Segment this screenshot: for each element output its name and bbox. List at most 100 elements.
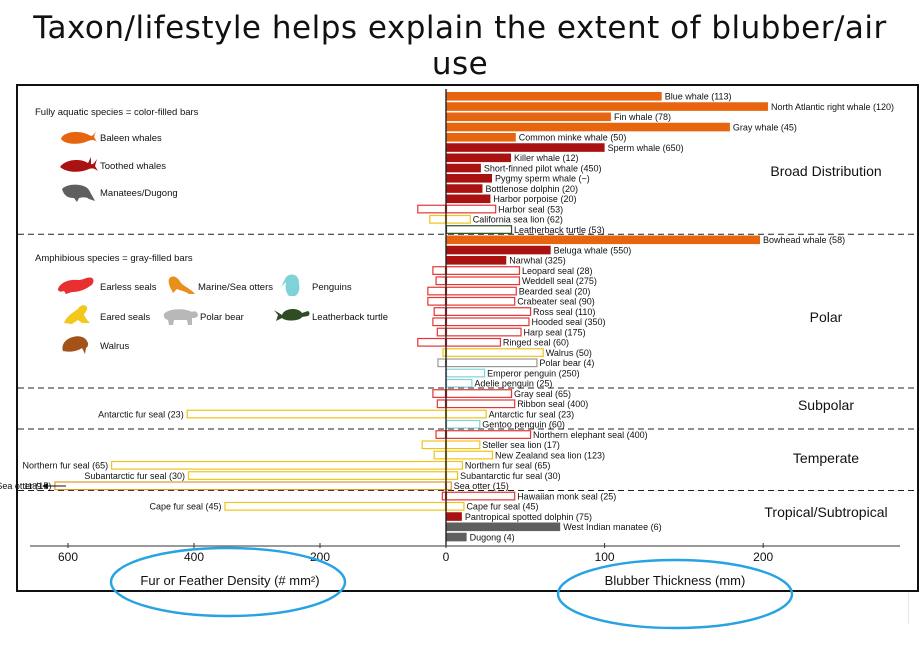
bar-label: Hawaiian monk seal (25)	[517, 491, 616, 501]
bar-label: Gray seal (65)	[514, 389, 571, 399]
bar-label: Northern fur seal (65)	[465, 461, 551, 471]
blubber-bar	[445, 348, 544, 357]
bar-label: Pygmy sperm whale (~)	[495, 174, 590, 184]
blubber-bar	[445, 214, 471, 224]
blubber-bar	[445, 491, 516, 501]
blubber-bar	[445, 296, 516, 306]
blubber-bar	[445, 440, 481, 450]
blubber-bar	[445, 368, 486, 378]
fur-bar	[441, 491, 447, 501]
blubber-bar	[446, 184, 483, 193]
fur-bar	[435, 276, 447, 286]
legend-label: Marine/Sea otters	[198, 282, 273, 293]
slide-title: Taxon/lifestyle helps explain the extent…	[33, 10, 887, 82]
blubber-bar	[445, 327, 522, 337]
bar-label: New Zealand sea lion (123)	[495, 450, 605, 460]
blubber-bar	[446, 143, 605, 152]
left-axis-highlight	[109, 546, 347, 618]
fur-bar	[435, 430, 447, 439]
blubber-bar	[445, 419, 481, 429]
fur-bar-label: Cape fur seal (45)	[149, 502, 221, 512]
left-tick-label: 0	[443, 550, 450, 564]
blubber-bar	[445, 501, 465, 511]
blubber-bar	[445, 450, 494, 460]
fur-bar	[442, 348, 447, 357]
legend-label: Polar bear	[200, 312, 244, 323]
fur-bar	[432, 317, 447, 327]
blubber-bar	[446, 512, 462, 521]
group-label: Broad Distribution	[770, 163, 881, 179]
blubber-bar	[445, 266, 521, 275]
blubber-bar	[446, 163, 481, 173]
bar-label: Steller sea lion (17)	[482, 440, 560, 450]
legend-label: Leatherback turtle	[312, 312, 388, 323]
blubber-bar	[446, 133, 516, 142]
legend-amphibious-header: Amphibious species = gray-filled bars	[35, 253, 193, 264]
bar-label: West Indian manatee (6)	[563, 522, 661, 532]
bar-label: Dugong (4)	[470, 532, 515, 542]
fur-bar	[433, 307, 447, 316]
fur-bar	[427, 296, 447, 306]
fur-bar-label: Sea otter (15)	[0, 481, 51, 491]
walrus-icon	[62, 336, 89, 354]
fur-bar	[429, 214, 447, 224]
polar-bear-icon	[163, 309, 198, 325]
fur-bar	[432, 266, 447, 275]
right-tick-label: 100	[595, 550, 615, 564]
eared-seal-icon	[64, 305, 90, 324]
blubber-bar	[446, 112, 611, 122]
bar-label: Sea otter (15)	[454, 481, 509, 491]
blubber-bar	[446, 532, 467, 542]
blubber-bar	[446, 122, 730, 132]
bar-label: Killer whale (12)	[514, 153, 579, 163]
bar-label: Narwhal (325)	[509, 256, 566, 266]
blubber-bar	[445, 225, 513, 234]
blubber-bar	[445, 286, 517, 296]
blubber-bar	[446, 256, 507, 265]
bar-label: Beluga whale (550)	[554, 245, 632, 255]
bar-label: Blue whale (113)	[665, 92, 732, 102]
fur-bar	[432, 389, 447, 398]
bar-label: Harbor porpoise (20)	[493, 194, 576, 204]
annotation-arrow-head	[42, 483, 48, 489]
fur-bar	[186, 409, 447, 419]
bar-label: Gray whale (45)	[733, 122, 797, 132]
group-label: Subpolar	[798, 397, 854, 413]
left-axis-title: Fur or Feather Density (# mm²)	[140, 573, 319, 588]
blubber-bar	[446, 235, 761, 245]
fur-bar	[436, 327, 447, 337]
bar-label: Emperor penguin (250)	[487, 368, 580, 378]
fur-bar	[433, 450, 447, 460]
bar-label: Short-finned pilot whale (450)	[484, 163, 602, 173]
blubber-bar	[445, 276, 521, 286]
bar-label: Common minke whale (50)	[519, 133, 627, 143]
legend-label: Penguins	[312, 282, 352, 293]
blubber-bar	[445, 307, 532, 316]
fur-bar	[187, 471, 447, 480]
fur-bar	[427, 286, 447, 296]
bar-label: Antarctic fur seal (23)	[489, 409, 575, 419]
fur-bar	[437, 358, 447, 368]
legend-aquatic-header: Fully aquatic species = color-filled bar…	[35, 107, 199, 118]
bar-label: Crabeater seal (90)	[517, 297, 595, 307]
legend-label: Toothed whales	[100, 161, 166, 172]
blubber-bar	[445, 378, 473, 388]
blubber-bar	[446, 174, 492, 183]
bar-label: Bowhead whale (58)	[763, 235, 845, 245]
blubber-bar	[446, 522, 561, 532]
bar-label: Hooded seal (350)	[531, 317, 605, 327]
group-label: Tropical/Subtropical	[764, 504, 887, 520]
legend-label: Manatees/Dugong	[100, 188, 178, 199]
fur-bar-label: Subantarctic fur seal (30)	[84, 471, 185, 481]
blubber-bar	[445, 358, 538, 368]
penguin-icon	[281, 274, 300, 296]
left-tick-label: 400	[184, 550, 204, 564]
legend-label: Walrus	[100, 341, 129, 352]
blubber-bar	[445, 399, 516, 409]
left-tick-label: 600	[58, 550, 78, 564]
fur-bar	[54, 481, 447, 491]
blubber-bar	[446, 92, 662, 101]
fur-annotation: 1189	[24, 482, 42, 491]
right-tick-label: 200	[753, 550, 773, 564]
fur-bar	[417, 337, 447, 347]
